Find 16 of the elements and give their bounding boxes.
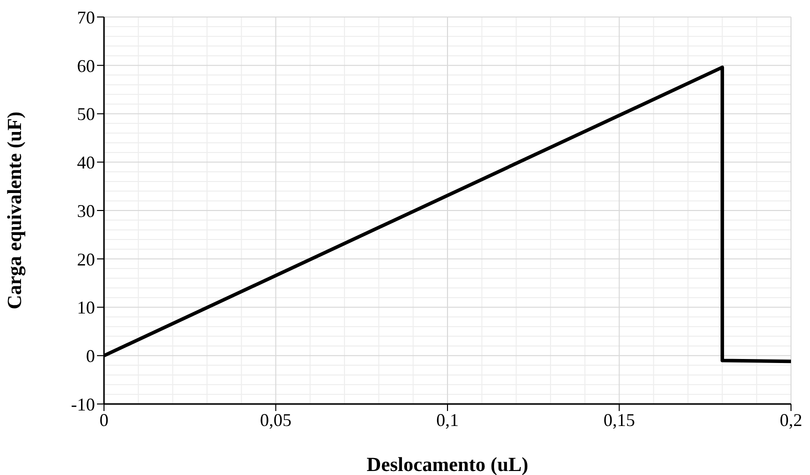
x-tick-label: 0,2 (780, 410, 802, 430)
x-tick-label: 0 (100, 410, 108, 430)
y-tick-label: 0 (86, 346, 95, 366)
x-tick-label: 0,05 (260, 410, 292, 430)
y-tick-label: 30 (77, 200, 95, 221)
y-axis-title: Carga equivalente (uF) (4, 112, 26, 310)
y-tick-label: 20 (77, 249, 95, 270)
y-tick-label: 40 (77, 152, 95, 173)
y-tick-label: 50 (77, 104, 95, 124)
y-tick-label: 70 (77, 7, 95, 28)
y-tick-label: -10 (71, 394, 95, 414)
y-tick-label: 60 (77, 56, 95, 76)
x-axis-title: Deslocamento (uL) (366, 454, 528, 475)
y-tick-label: 10 (77, 298, 95, 318)
x-tick-label: 0,1 (436, 410, 459, 430)
x-tick-label: 0,15 (604, 410, 635, 430)
